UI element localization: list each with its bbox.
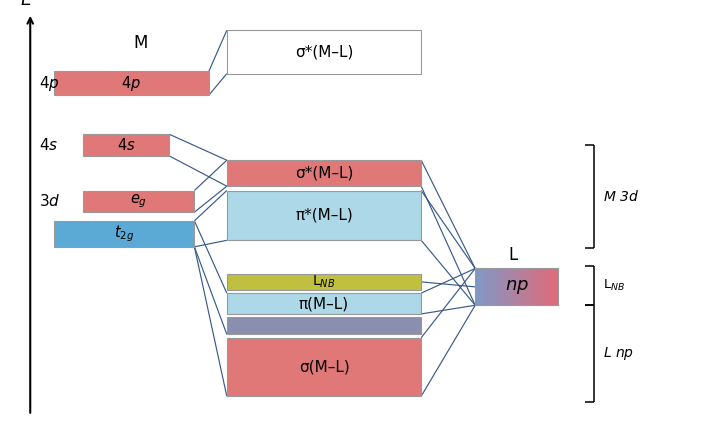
- Text: L$_{NB}$: L$_{NB}$: [603, 278, 625, 293]
- Text: σ*(M–L): σ*(M–L): [294, 166, 354, 181]
- Text: 4$p$: 4$p$: [122, 74, 141, 93]
- Bar: [83, 191, 194, 212]
- Text: $E$: $E$: [20, 0, 33, 9]
- Text: M: M: [133, 34, 148, 52]
- Bar: [54, 221, 194, 247]
- Text: L$_{NB}$: L$_{NB}$: [312, 274, 336, 290]
- Bar: [54, 71, 209, 95]
- Bar: [83, 134, 169, 156]
- Bar: [227, 191, 421, 240]
- Text: σ*(M–L): σ*(M–L): [294, 45, 354, 59]
- Bar: [227, 274, 421, 290]
- Text: π*(M–L): π*(M–L): [295, 208, 353, 223]
- Text: L $np$: L $np$: [603, 345, 634, 362]
- Text: 4$p$: 4$p$: [39, 74, 60, 93]
- Text: L: L: [508, 246, 517, 265]
- Text: π(M–L): π(M–L): [299, 296, 349, 311]
- Text: M 3$d$: M 3$d$: [603, 189, 639, 204]
- Text: 4$s$: 4$s$: [117, 137, 135, 153]
- Bar: [227, 338, 421, 396]
- Bar: [227, 317, 421, 334]
- Bar: [227, 293, 421, 314]
- Bar: [227, 30, 421, 74]
- Bar: [227, 160, 421, 186]
- Text: $np$: $np$: [505, 278, 528, 296]
- Text: $t_{2g}$: $t_{2g}$: [114, 223, 135, 244]
- Text: 3$d$: 3$d$: [39, 194, 60, 209]
- Text: 4$s$: 4$s$: [39, 137, 58, 153]
- Text: σ(M–L): σ(M–L): [299, 359, 349, 375]
- Text: $e_g$: $e_g$: [130, 193, 147, 210]
